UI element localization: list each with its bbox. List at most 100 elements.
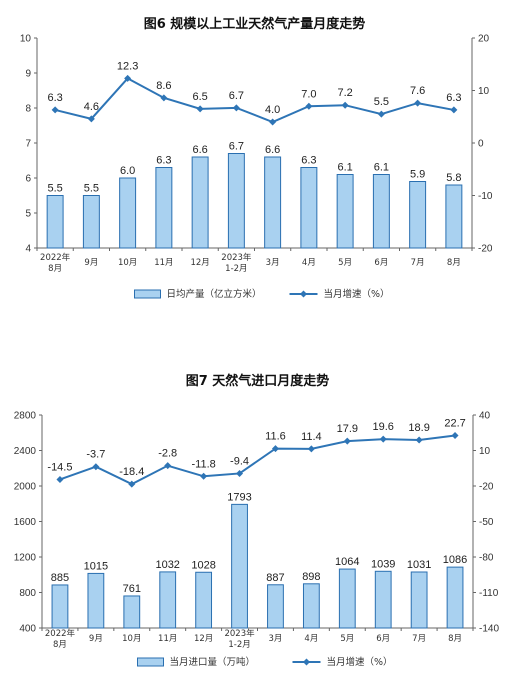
bar (446, 566, 464, 629)
category-label: 3月 (266, 258, 280, 268)
category-label: 7月 (411, 258, 425, 268)
bar-value-label: 5.9 (410, 169, 425, 181)
bar (267, 584, 284, 629)
category-label: 8月 (447, 258, 461, 268)
line-value-label: 8.6 (156, 80, 171, 92)
category-label: 4月 (304, 634, 318, 644)
line-value-label: -14.5 (47, 461, 72, 473)
category-label-line: 5月 (340, 634, 354, 644)
bar-value-label: 1031 (407, 559, 431, 571)
bar (46, 195, 64, 249)
right-tick-label: 0 (478, 139, 484, 150)
category-label-line: 4月 (302, 258, 316, 268)
bar-value-label: 1015 (84, 560, 108, 572)
bar-value-label: 6.6 (265, 144, 280, 156)
category-label: 2022年 8月 (45, 628, 76, 650)
bar-value-label: 1086 (443, 554, 467, 566)
category-label: 11月 (158, 634, 177, 644)
category-label: 9月 (84, 258, 98, 268)
line-value-label: 6.7 (229, 90, 244, 102)
line-point-marker (451, 431, 459, 439)
bar-value-label: 6.6 (192, 144, 207, 156)
line-point-marker (196, 105, 204, 113)
line-point-marker (379, 435, 387, 443)
bar (155, 167, 173, 249)
bar (231, 503, 248, 629)
left-tick-label: 8 (25, 104, 31, 115)
chart-title: 图6 规模以上工业天然气产量月度走势 (144, 16, 366, 32)
right-tick-label: -140 (479, 624, 499, 635)
category-label: 9月 (89, 634, 103, 644)
category-label: 11月 (154, 258, 173, 268)
line-value-label: 6.3 (446, 92, 461, 104)
category-label-line: 9月 (84, 258, 98, 268)
right-tick-label: -110 (479, 588, 499, 599)
line-point-marker (269, 118, 277, 126)
category-label-line: 11月 (158, 634, 177, 644)
left-tick-label: 2800 (14, 411, 37, 422)
line-point-marker (164, 462, 172, 470)
bar (409, 181, 427, 249)
line-value-label: -11.8 (191, 458, 215, 470)
chart-title: 图7 天然气进口月度走势 (186, 373, 330, 389)
bar (159, 571, 177, 629)
category-label: 2023年 1-2月 (224, 628, 255, 650)
bar (82, 195, 100, 249)
line-value-label: 11.4 (301, 431, 322, 443)
bar-value-label: 6.1 (374, 162, 389, 174)
line-point-marker (415, 436, 423, 444)
legend-line-marker (300, 290, 307, 298)
category-label: 7月 (412, 634, 426, 644)
legend-bar-label: 日均产量（亿立方米） (167, 288, 262, 300)
bar-value-label: 6.7 (229, 141, 244, 153)
bar-value-label: 1032 (155, 559, 179, 571)
category-label-line: 9月 (89, 634, 103, 644)
category-label-line: 6月 (374, 258, 388, 268)
line-value-label: 4.6 (84, 101, 99, 113)
category-label: 2022年 8月 (40, 252, 71, 274)
bar-value-label: 898 (302, 571, 320, 583)
line-point-marker (56, 475, 64, 483)
category-label-line: 4月 (304, 634, 318, 644)
bar-value-label: 6.0 (120, 165, 135, 177)
category-label-line: 1-2月 (225, 264, 247, 274)
line-point-marker (414, 99, 422, 107)
category-label-line: 8月 (448, 634, 462, 644)
category-label-line: 12月 (194, 634, 213, 644)
legend-line-label: 当月增速（%） (324, 288, 390, 300)
category-label-line: 5月 (338, 258, 352, 268)
category-label: 8月 (448, 634, 462, 644)
line-point-marker (271, 445, 279, 453)
legend-line-marker (303, 658, 310, 666)
bar (87, 572, 105, 629)
left-tick-label: 5 (25, 209, 31, 220)
line-point-marker (128, 480, 136, 488)
bar (338, 568, 356, 629)
category-label-line: 8月 (447, 258, 461, 268)
bar-value-label: 1028 (191, 559, 215, 571)
bar-value-label: 5.5 (47, 183, 62, 195)
legend-bar-swatch (137, 657, 164, 667)
bar (302, 583, 320, 629)
line-point-marker (450, 106, 458, 114)
bar-value-label: 1039 (371, 558, 395, 570)
right-tick-label: 10 (479, 446, 491, 457)
line-value-label: 22.7 (444, 417, 465, 429)
bar (374, 570, 392, 629)
right-tick-label: 20 (478, 34, 490, 45)
line-point-marker (200, 472, 208, 480)
bar (300, 167, 318, 249)
bar-value-label: 1064 (335, 556, 359, 568)
line-value-label: -18.4 (119, 466, 144, 478)
line-point-marker (160, 94, 168, 102)
bar (410, 571, 428, 629)
legend-line-label: 当月增速（%） (327, 656, 393, 668)
category-label: 10月 (122, 634, 141, 644)
bar-value-label: 5.5 (84, 183, 99, 195)
chart-6: 图6 规模以上工业天然气产量月度走势 4 5 6 7 8 9 10 -20 -10 0 10 20 5.5… (20, 16, 493, 300)
line-value-label: 18.9 (408, 422, 429, 434)
line-value-label: -9.4 (230, 455, 249, 467)
category-label-line: 1-2月 (228, 640, 250, 650)
bar-value-label: 885 (51, 572, 69, 584)
